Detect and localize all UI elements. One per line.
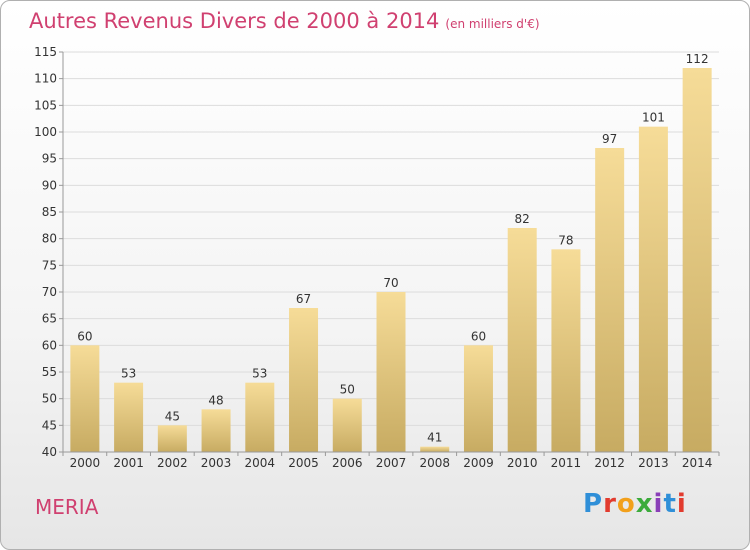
y-tick-label: 75: [42, 258, 57, 272]
x-tick-label: 2005: [288, 456, 319, 470]
x-tick-label: 2006: [332, 456, 363, 470]
x-tick-label: 2003: [201, 456, 232, 470]
y-tick-label: 110: [34, 72, 57, 86]
chart-title-text: Autres Revenus Divers de 2000 à 2014: [29, 9, 440, 33]
x-tick-label: 2014: [682, 456, 713, 470]
logo-letter: o: [616, 489, 636, 519]
y-tick-label: 55: [42, 365, 57, 379]
logo-letter: P: [583, 489, 604, 519]
bar-value-label: 53: [252, 367, 267, 381]
bar-value-label: 97: [602, 132, 617, 146]
bar: [289, 308, 319, 452]
bar: [245, 382, 275, 452]
x-tick-label: 2002: [157, 456, 188, 470]
bar: [157, 425, 187, 452]
bar-value-label: 60: [77, 329, 92, 343]
bar-value-label: 53: [121, 367, 136, 381]
chart-subtitle: (en milliers d'€): [445, 17, 540, 31]
bar-value-label: 41: [427, 431, 442, 445]
bar-value-label: 78: [558, 233, 573, 247]
x-tick-label: 2012: [594, 456, 625, 470]
y-tick-label: 85: [42, 205, 57, 219]
y-tick-label: 95: [42, 152, 57, 166]
y-tick-label: 90: [42, 178, 57, 192]
y-tick-label: 60: [42, 338, 57, 352]
y-tick-label: 40: [42, 445, 57, 459]
x-tick-label: 2007: [376, 456, 407, 470]
bar: [682, 68, 712, 452]
logo-letter: r: [603, 489, 617, 519]
logo-letter: t: [663, 489, 677, 519]
x-tick-label: 2010: [507, 456, 538, 470]
x-tick-label: 2013: [638, 456, 669, 470]
bar: [332, 398, 362, 452]
chart-title: Autres Revenus Divers de 2000 à 2014 (en …: [29, 9, 540, 33]
bar: [376, 292, 406, 452]
bar: [551, 249, 581, 452]
logo-letter: i: [653, 489, 664, 519]
proxiti-logo: Proxiti: [583, 489, 687, 519]
bar: [638, 126, 668, 453]
y-tick-label: 50: [42, 392, 57, 406]
bar: [201, 409, 231, 452]
bar-value-label: 48: [208, 393, 223, 407]
bar-value-label: 101: [642, 111, 665, 125]
bar: [463, 345, 493, 452]
bar: [595, 148, 625, 452]
bar-value-label: 82: [515, 212, 530, 226]
y-tick-label: 45: [42, 418, 57, 432]
x-tick-label: 2009: [463, 456, 494, 470]
x-tick-label: 2000: [70, 456, 101, 470]
y-tick-label: 105: [34, 98, 57, 112]
bar: [420, 446, 450, 452]
x-tick-label: 2011: [551, 456, 582, 470]
logo-letter: i: [676, 489, 687, 519]
y-tick-label: 100: [34, 125, 57, 139]
x-tick-label: 2008: [419, 456, 450, 470]
bar: [70, 345, 100, 452]
bar-value-label: 45: [165, 409, 180, 423]
location-label: MERIA: [35, 495, 99, 519]
bar-value-label: 67: [296, 292, 311, 306]
bar-value-label: 50: [340, 383, 355, 397]
bar: [507, 228, 537, 452]
x-tick-label: 2001: [113, 456, 144, 470]
x-tick-label: 2004: [245, 456, 276, 470]
y-tick-label: 70: [42, 285, 57, 299]
y-tick-label: 80: [42, 232, 57, 246]
bar-value-label: 70: [383, 276, 398, 290]
bar-value-label: 112: [686, 52, 709, 66]
y-tick-label: 65: [42, 312, 57, 326]
logo-letter: x: [635, 489, 654, 519]
y-tick-label: 115: [34, 45, 57, 59]
bar-value-label: 60: [471, 329, 486, 343]
bar: [114, 382, 144, 452]
